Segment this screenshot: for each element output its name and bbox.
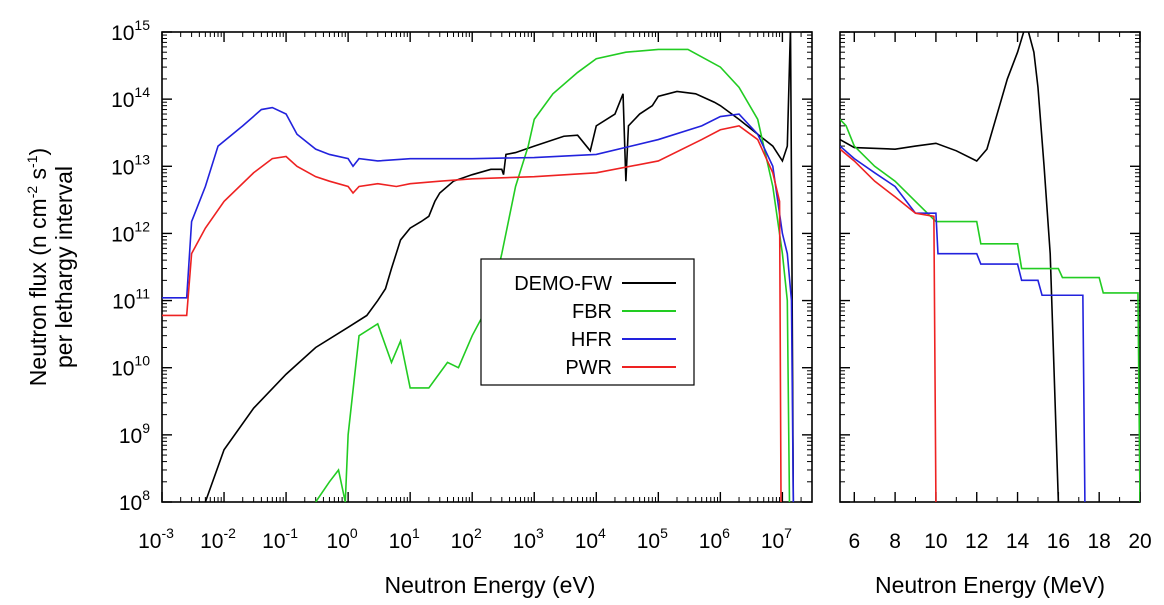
x-tick-label: 103 [513, 525, 544, 553]
legend-label: PWR [565, 357, 612, 379]
x-tick-label: 10-1 [262, 525, 298, 553]
x-tick-label: 8 [889, 530, 901, 553]
inset-plot-frame [839, 31, 1141, 503]
y-tick-label: 1010 [111, 353, 150, 381]
x-tick-label: 106 [699, 525, 730, 553]
main-series-lines [162, 32, 795, 502]
y-tick-label: 1012 [111, 218, 150, 246]
main-plot-frame [161, 31, 813, 503]
main-series-hfr [162, 106, 795, 502]
x-tick-label: 105 [637, 525, 668, 553]
x-tick-label: 101 [389, 525, 420, 553]
legend-box [480, 258, 695, 386]
legend: DEMO-FW FBR HFR PWR [480, 258, 695, 386]
inset-x-axis-title: Neutron Energy (MeV) [875, 572, 1105, 598]
x-tick-label: 107 [761, 525, 792, 553]
legend-label: DEMO-FW [514, 273, 612, 295]
main-ticks: 108 109 1010 1011 1012 1013 1014 1015 10-3 10-2 10… [111, 17, 813, 553]
x-tick-label: 100 [327, 525, 358, 553]
y-axis-title-line2: per lethargy interval [51, 166, 77, 368]
x-tick-label: 12 [965, 530, 988, 553]
main-panel: 108 109 1010 1011 1012 1013 1014 1015 10-3 10-2 10… [111, 17, 813, 553]
main-series-pwr [162, 125, 782, 502]
main-series-demo-fw [204, 32, 795, 502]
y-tick-label: 1013 [111, 151, 150, 179]
y-tick-label: 108 [119, 487, 150, 515]
y-tick-label: 1015 [111, 17, 150, 45]
y-tick-label: 1014 [111, 84, 150, 112]
inset-series-fbr [840, 118, 1140, 502]
x-tick-label: 104 [575, 525, 606, 553]
y-axis-title-line1: Neutron flux (n cm-2 s-1) [24, 148, 51, 386]
inset-series-pwr [840, 148, 937, 502]
x-tick-label: 6 [848, 530, 860, 553]
x-tick-label: 16 [1047, 530, 1070, 553]
y-tick-label: 109 [119, 420, 150, 448]
x-tick-label: 102 [451, 525, 482, 553]
inset-series-demo-fw [840, 32, 1060, 502]
inset-series-lines [840, 32, 1140, 502]
y-tick-label: 1011 [112, 286, 150, 314]
x-tick-label: 10-3 [138, 525, 174, 553]
legend-label: FBR [572, 301, 612, 323]
legend-label: HFR [571, 329, 612, 351]
x-tick-label: 10 [924, 530, 947, 553]
x-tick-label: 14 [1006, 530, 1030, 553]
inset-panel: 6 8 10 12 14 16 18 20 [839, 31, 1152, 553]
x-tick-label: 18 [1088, 530, 1111, 553]
x-tick-label: 20 [1128, 530, 1151, 553]
x-tick-label: 10-2 [200, 525, 236, 553]
main-x-axis-title: Neutron Energy (eV) [385, 572, 596, 598]
main-series-fbr [315, 48, 791, 502]
inset-series-hfr [840, 145, 1086, 502]
